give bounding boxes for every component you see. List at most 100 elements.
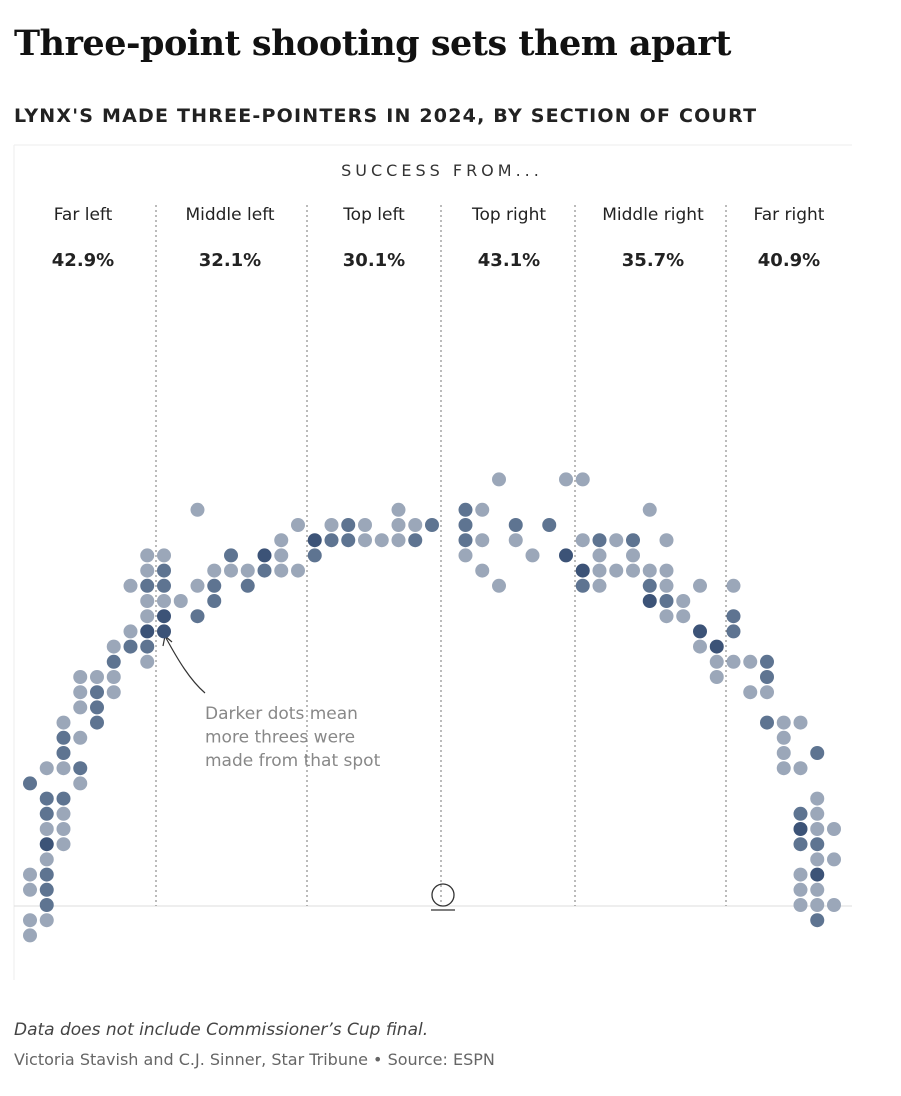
dot [408, 518, 423, 532]
dot [157, 578, 171, 593]
chart-subtitle: LYNX'S MADE THREE-POINTERS IN 2024, BY S… [14, 105, 757, 127]
section-value: 40.9% [758, 250, 820, 271]
dot [140, 624, 155, 639]
dot [90, 715, 104, 730]
section-value: 30.1% [343, 250, 405, 271]
annotation: Darker dots mean [205, 704, 358, 724]
dot [73, 761, 88, 776]
dot [274, 548, 289, 563]
dot [23, 913, 37, 928]
basket [431, 883, 455, 911]
dot [257, 563, 272, 578]
dot [39, 913, 54, 928]
dot [642, 594, 657, 608]
dot [39, 837, 54, 852]
dot [793, 882, 808, 897]
dot [39, 822, 54, 836]
dot [391, 502, 406, 517]
dot [743, 685, 758, 700]
dot [827, 822, 841, 836]
dot [324, 518, 339, 532]
dot [592, 533, 607, 548]
dot [810, 898, 825, 912]
dot [458, 502, 473, 517]
dot [90, 685, 104, 700]
dot [291, 518, 305, 532]
dot [793, 867, 808, 882]
dot [157, 548, 171, 563]
dot [793, 715, 808, 730]
dot [592, 578, 607, 593]
dot [324, 533, 339, 548]
dividers [155, 205, 727, 906]
dot [291, 563, 305, 578]
dot [39, 867, 54, 882]
note: Data does not include Commissioner’s Cup… [14, 1020, 428, 1040]
dot [240, 578, 255, 593]
dot [709, 654, 724, 669]
dot [56, 822, 71, 836]
dot [23, 776, 37, 791]
dot [810, 913, 825, 928]
dot [776, 730, 791, 745]
dot [475, 563, 490, 578]
hoop [431, 883, 455, 907]
dot [793, 806, 808, 821]
dot [56, 791, 71, 806]
dot [358, 518, 372, 532]
dot [207, 578, 222, 593]
dot [207, 594, 222, 608]
dot [659, 578, 674, 593]
dot [575, 533, 590, 548]
dot [23, 928, 37, 943]
dot [157, 563, 171, 578]
annotation: made from that spot [205, 751, 381, 771]
dot [458, 533, 473, 548]
dot [609, 533, 624, 548]
dot [56, 715, 71, 730]
dot [776, 715, 791, 730]
dot [39, 806, 54, 821]
dot [709, 639, 724, 654]
chart-title: Three-point shooting sets them apart [14, 23, 731, 64]
dot [475, 533, 490, 548]
dot [224, 548, 238, 563]
dot [793, 761, 808, 776]
dot [810, 837, 825, 852]
dot [709, 670, 724, 684]
dot [760, 670, 774, 684]
dot [626, 548, 640, 563]
section-value: 32.1% [199, 250, 261, 271]
dot [793, 898, 808, 912]
dot [56, 806, 71, 821]
dot [106, 670, 121, 684]
dot [592, 548, 607, 563]
dot [307, 533, 322, 548]
dot [140, 578, 155, 593]
dot [475, 502, 490, 517]
dot [56, 837, 71, 852]
dot [123, 639, 138, 654]
dot [73, 700, 88, 715]
dot [525, 548, 540, 563]
dot [559, 472, 573, 487]
credit: Victoria Stavish and C.J. Sinner, Star T… [14, 1050, 495, 1069]
dot [776, 761, 791, 776]
dot [90, 700, 104, 715]
dot [693, 624, 707, 639]
dot [659, 594, 674, 608]
dot [157, 624, 171, 639]
dot [106, 685, 121, 700]
dot [760, 715, 774, 730]
dot [73, 685, 88, 700]
dot [693, 639, 707, 654]
dot [726, 624, 741, 639]
dot [73, 670, 88, 684]
dot [810, 746, 825, 760]
dot [39, 898, 54, 912]
dot [810, 867, 825, 882]
dot [458, 518, 473, 532]
dot [542, 518, 557, 532]
dots [23, 472, 841, 943]
section-value: 42.9% [52, 250, 114, 271]
